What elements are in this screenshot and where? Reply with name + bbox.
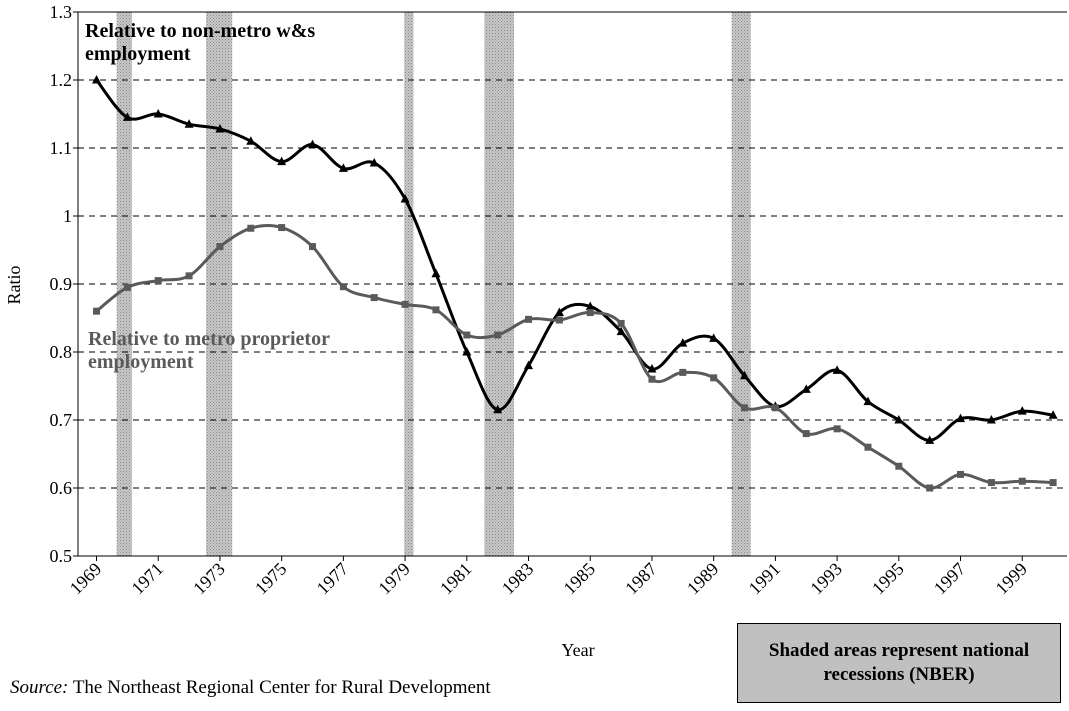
marker	[894, 415, 904, 424]
marker	[339, 283, 347, 291]
x-tick-label: 1975	[251, 559, 291, 599]
marker	[709, 333, 719, 342]
x-tick-label: 1981	[436, 559, 476, 599]
y-tick-label: 1.2	[50, 70, 73, 90]
series-label: Relative to non-metro w&s employment	[85, 20, 316, 65]
marker	[1049, 479, 1057, 487]
y-tick-label: 0.7	[50, 410, 73, 430]
marker	[93, 307, 101, 315]
marker	[555, 316, 563, 324]
marker	[801, 384, 811, 393]
marker	[493, 404, 503, 414]
marker	[926, 484, 934, 492]
y-tick-label: 1.3	[50, 2, 73, 22]
y-tick-label: 0.5	[50, 546, 73, 566]
x-tick-label: 1995	[868, 559, 908, 599]
marker	[463, 331, 471, 339]
marker	[309, 243, 317, 251]
x-tick-label: 1983	[498, 559, 538, 599]
marker	[679, 368, 687, 376]
marker	[494, 331, 502, 339]
marker	[925, 435, 935, 444]
marker	[277, 156, 287, 166]
series-label: Relative to metro proprietor employment	[88, 328, 330, 373]
source-label: Source:	[10, 677, 69, 698]
marker	[648, 375, 656, 383]
y-tick-label: 1	[63, 206, 72, 226]
marker	[956, 413, 966, 423]
marker	[247, 224, 255, 232]
marker	[802, 430, 810, 438]
marker	[740, 370, 750, 380]
x-axis-label: Year	[561, 640, 594, 660]
x-tick-label: 1999	[991, 559, 1031, 599]
marker	[401, 300, 409, 308]
marker	[338, 163, 348, 172]
marker	[184, 119, 194, 128]
y-tick-label: 0.6	[50, 478, 73, 498]
marker	[647, 364, 657, 373]
marker	[957, 470, 965, 478]
marker	[278, 224, 286, 232]
x-tick-label: 1987	[621, 559, 661, 599]
marker	[616, 326, 626, 336]
marker	[895, 462, 903, 470]
marker	[185, 272, 193, 280]
source-text: The Northeast Regional Center for Rural …	[72, 677, 491, 698]
marker	[92, 75, 102, 84]
source: Source: The Northeast Regional Center fo…	[10, 677, 491, 699]
series-line	[95, 79, 1054, 442]
y-tick-label: 1.1	[50, 138, 73, 158]
x-tick-label: 1997	[930, 559, 970, 599]
marker	[153, 109, 163, 118]
marker	[1017, 406, 1027, 415]
marker	[710, 374, 718, 382]
marker	[400, 194, 410, 203]
marker	[431, 268, 441, 278]
x-tick-label: 1979	[374, 559, 414, 599]
x-tick-label: 1991	[745, 559, 785, 599]
x-tick-label: 1977	[313, 559, 353, 599]
marker	[832, 365, 842, 374]
y-axis-label: Ratio	[4, 266, 24, 305]
marker	[554, 307, 564, 317]
marker	[370, 294, 378, 302]
marker	[863, 396, 873, 406]
marker	[833, 425, 841, 433]
marker	[678, 338, 688, 347]
marker	[1048, 410, 1058, 419]
marker	[246, 136, 256, 145]
y-tick-label: 0.8	[50, 342, 73, 362]
x-tick-label: 1973	[189, 559, 229, 599]
marker	[122, 112, 132, 121]
marker	[525, 315, 533, 323]
marker	[524, 360, 534, 370]
marker	[771, 404, 779, 412]
y-tick-label: 0.9	[50, 274, 73, 294]
marker	[308, 139, 318, 149]
marker	[987, 479, 995, 487]
recession-note: Shaded areas represent national recessio…	[737, 623, 1061, 703]
marker	[216, 243, 224, 251]
marker	[1018, 477, 1026, 485]
marker	[585, 301, 595, 310]
x-tick-label: 1971	[127, 559, 167, 599]
marker	[864, 443, 872, 451]
marker	[369, 157, 379, 167]
marker	[123, 283, 131, 291]
marker	[586, 309, 594, 317]
marker	[986, 415, 996, 424]
x-tick-label: 1989	[683, 559, 723, 599]
marker	[215, 123, 225, 133]
recession-band	[206, 12, 233, 556]
marker	[462, 347, 472, 356]
x-tick-label: 1985	[559, 559, 599, 599]
marker	[741, 404, 749, 412]
x-tick-label: 1993	[806, 559, 846, 599]
marker	[154, 277, 162, 285]
marker	[432, 306, 440, 314]
marker	[617, 319, 625, 327]
